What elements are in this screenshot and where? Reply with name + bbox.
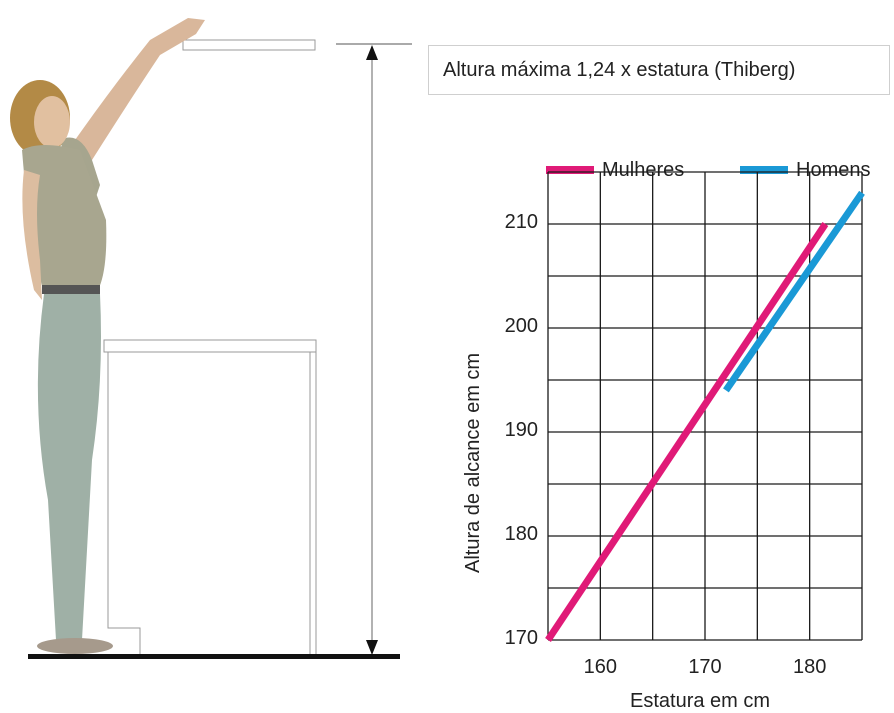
- height-dimension-line: [336, 43, 412, 655]
- mulheres-swatch: [546, 166, 594, 174]
- y-tick-label: 170: [504, 627, 538, 649]
- woman-figure: [10, 18, 205, 654]
- homens-swatch: [740, 166, 788, 174]
- x-tick-label: 180: [792, 656, 827, 678]
- legend-label-homens: Homens: [796, 158, 871, 181]
- y-axis-label: Altura de alcance em cm: [462, 352, 484, 573]
- y-tick-label: 210: [504, 211, 538, 233]
- series-line-homens: [723, 190, 865, 393]
- x-tick-label: 170: [688, 656, 722, 678]
- y-tick-label: 200: [504, 315, 538, 337]
- legend-item-homens: Homens: [740, 156, 870, 184]
- y-tick-label: 180: [504, 523, 538, 545]
- series-line-mulheres: [545, 222, 829, 642]
- max-height-callout: Altura máxima 1,24 x estatura (Thiberg): [428, 45, 890, 95]
- legend-label-mulheres: Mulheres: [602, 158, 685, 181]
- callout-text: Altura máxima 1,24 x estatura (Thiberg): [443, 59, 796, 81]
- legend-item-mulheres: Mulheres: [546, 156, 684, 184]
- upper-shelf: [182, 39, 316, 51]
- y-tick-label: 190: [504, 419, 538, 441]
- floor-line: [28, 654, 400, 659]
- x-tick-label: 160: [583, 656, 618, 678]
- counter-cabinet: [103, 339, 317, 655]
- x-axis-label: Estatura em cm: [630, 690, 771, 712]
